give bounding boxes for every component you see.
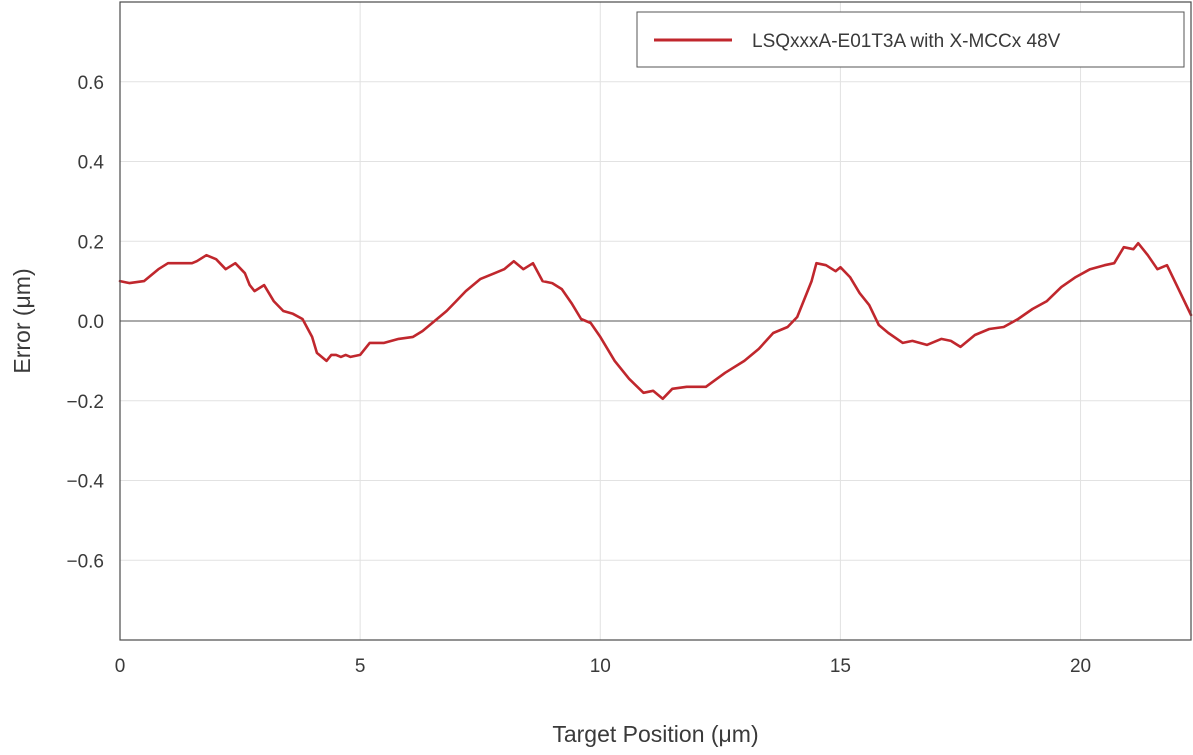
y-tick-label: 0.0 — [78, 312, 104, 333]
series-line — [118, 241, 1193, 401]
x-tick-label: 5 — [355, 656, 366, 677]
y-tick-label: 0.4 — [78, 153, 105, 174]
y-tick-label: 0.6 — [78, 73, 104, 94]
x-tick-label: 15 — [830, 656, 851, 677]
y-tick-label: 0.2 — [78, 232, 104, 253]
x-tick-label: 10 — [590, 656, 611, 677]
y-tick-labels: −0.6 −0.4 −0.2 0.0 0.2 0.4 0.6 — [66, 73, 104, 573]
y-tick-label: −0.4 — [66, 472, 104, 493]
plot-frame — [119, 1, 1192, 641]
x-tick-label: 0 — [115, 656, 126, 677]
series-layer — [118, 241, 1193, 401]
y-axis-label: Error (μm) — [9, 268, 35, 373]
y-tick-label: −0.2 — [66, 392, 104, 413]
y-tick-label: −0.6 — [66, 551, 104, 572]
x-axis-label: Target Position (μm) — [552, 721, 758, 747]
x-tick-labels: 0 5 10 15 20 — [115, 656, 1091, 677]
legend-entry-label: LSQxxxA-E01T3A with X-MCCx 48V — [752, 31, 1061, 52]
legend: LSQxxxA-E01T3A with X-MCCx 48V — [636, 11, 1185, 68]
x-tick-label: 20 — [1070, 656, 1091, 677]
